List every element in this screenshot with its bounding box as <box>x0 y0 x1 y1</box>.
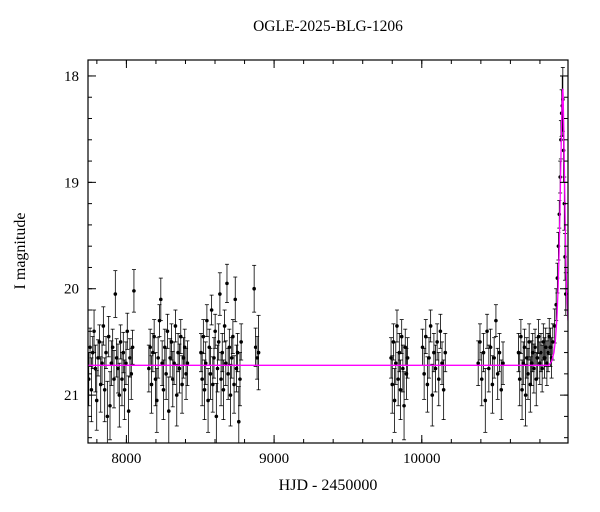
x-tick-label: 10000 <box>403 451 441 467</box>
x-axis-label: HJD - 2450000 <box>278 477 378 494</box>
y-tick-label: 20 <box>64 282 79 298</box>
plot-frame <box>87 59 569 444</box>
y-tick-label: 21 <box>64 388 79 404</box>
y-tick-label: 19 <box>64 175 79 191</box>
x-tick-label: 9000 <box>259 451 289 467</box>
data-points-layer <box>88 67 568 443</box>
x-tick-label: 8000 <box>111 451 141 467</box>
y-tick-label: 18 <box>64 69 79 85</box>
plot-title: OGLE-2025-BLG-1206 <box>253 18 403 35</box>
